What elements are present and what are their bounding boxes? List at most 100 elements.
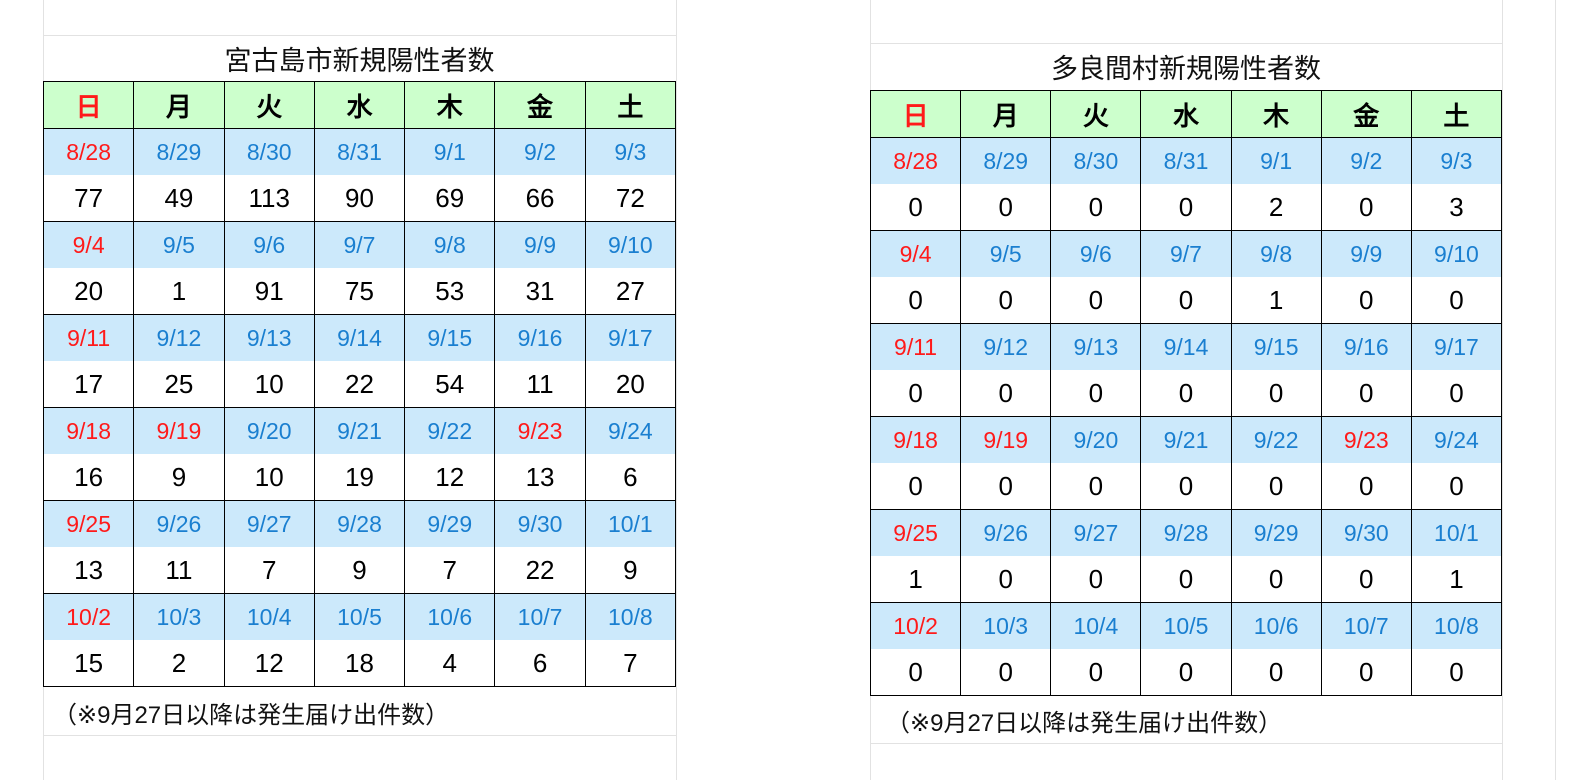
date-cell: 9/4 [42, 221, 135, 268]
count-cell: 0 [960, 370, 1052, 417]
count-cell: 75 [313, 268, 406, 315]
count-cell: 19 [313, 454, 406, 501]
count-cell: 1 [133, 268, 225, 315]
weekday-header-cell: 金 [494, 81, 586, 129]
count-cell: 0 [1230, 463, 1322, 510]
date-cell: 9/4 [869, 230, 962, 277]
count-cell: 17 [42, 361, 135, 408]
count-cell: 0 [1320, 277, 1412, 324]
count-cell: 0 [960, 556, 1052, 603]
count-cell: 7 [584, 640, 677, 687]
count-cell: 2 [1230, 184, 1322, 231]
count-cell: 0 [1410, 463, 1503, 510]
count-cell: 72 [584, 175, 677, 222]
date-cell: 10/4 [1050, 602, 1142, 649]
count-cell: 0 [1050, 463, 1142, 510]
date-cell: 9/1 [404, 128, 496, 175]
count-cell: 0 [960, 649, 1052, 696]
date-cell: 8/31 [1140, 137, 1232, 184]
count-cell: 91 [223, 268, 315, 315]
date-cell: 9/29 [1230, 509, 1322, 556]
count-cell: 90 [313, 175, 406, 222]
count-cell: 27 [584, 268, 677, 315]
count-cell: 66 [494, 175, 586, 222]
miyakojima-calendar-table: 日月火水木金土 8/28 8/29 8/30 8/31 9/1 9/2 9/3 77 49 113 9… [42, 81, 677, 687]
count-cell: 0 [1320, 370, 1412, 417]
date-cell: 8/28 [42, 128, 135, 175]
count-cell: 0 [1410, 277, 1503, 324]
date-cell: 9/10 [584, 221, 677, 268]
count-cell: 10 [223, 361, 315, 408]
count-cell: 0 [1140, 463, 1232, 510]
count-cell: 22 [313, 361, 406, 408]
date-cell: 9/2 [494, 128, 586, 175]
count-cell: 6 [584, 454, 677, 501]
date-cell: 10/2 [869, 602, 962, 649]
date-cell: 9/30 [1320, 509, 1412, 556]
date-cell: 9/22 [1230, 416, 1322, 463]
date-cell: 10/1 [1410, 509, 1503, 556]
date-cell: 9/25 [42, 500, 135, 547]
date-cell: 9/2 [1320, 137, 1412, 184]
count-cell: 49 [133, 175, 225, 222]
date-cell: 8/30 [1050, 137, 1142, 184]
weekday-header-row: 日月火水木金土 [42, 81, 677, 129]
table-title: 宮古島市新規陽性者数 [224, 46, 495, 76]
date-row: 9/18 9/19 9/20 9/21 9/22 9/23 9/24 [42, 407, 677, 454]
weekday-header-cell: 土 [1410, 90, 1503, 138]
date-cell: 8/31 [313, 128, 406, 175]
date-cell: 9/10 [1410, 230, 1503, 277]
count-row: 15 2 12 18 4 6 7 [42, 640, 677, 687]
date-cell: 9/29 [404, 500, 496, 547]
weekday-header-cell: 日 [869, 90, 962, 138]
date-cell: 9/26 [960, 509, 1052, 556]
count-cell: 0 [1140, 277, 1232, 324]
weekday-header-cell: 土 [584, 81, 677, 129]
count-cell: 0 [1050, 277, 1142, 324]
count-cell: 0 [869, 370, 962, 417]
count-cell: 54 [404, 361, 496, 408]
weekday-header-cell: 火 [223, 81, 315, 129]
date-row: 9/11 9/12 9/13 9/14 9/15 9/16 9/17 [42, 314, 677, 361]
count-cell: 7 [404, 547, 496, 594]
date-cell: 9/16 [1320, 323, 1412, 370]
date-cell: 10/4 [223, 593, 315, 640]
count-cell: 0 [1230, 370, 1322, 417]
count-cell: 12 [223, 640, 315, 687]
count-cell: 12 [404, 454, 496, 501]
date-cell: 10/8 [1410, 602, 1503, 649]
count-cell: 25 [133, 361, 225, 408]
count-cell: 0 [1320, 649, 1412, 696]
date-row: 8/28 8/29 8/30 8/31 9/1 9/2 9/3 [42, 128, 677, 175]
date-cell: 9/21 [1140, 416, 1232, 463]
count-cell: 0 [1230, 649, 1322, 696]
date-cell: 9/12 [133, 314, 225, 361]
date-cell: 9/23 [1320, 416, 1412, 463]
count-cell: 1 [1410, 556, 1503, 603]
weekday-header-cell: 火 [1050, 90, 1142, 138]
count-cell: 31 [494, 268, 586, 315]
date-cell: 9/18 [42, 407, 135, 454]
count-cell: 0 [1050, 370, 1142, 417]
count-cell: 7 [223, 547, 315, 594]
date-cell: 9/19 [133, 407, 225, 454]
date-cell: 9/27 [223, 500, 315, 547]
date-row: 10/2 10/3 10/4 10/5 10/6 10/7 10/8 [42, 593, 677, 640]
count-cell: 11 [133, 547, 225, 594]
date-row: 8/28 8/29 8/30 8/31 9/1 9/2 9/3 [869, 137, 1503, 184]
date-cell: 9/6 [223, 221, 315, 268]
date-cell: 9/12 [960, 323, 1052, 370]
count-row: 13 11 7 9 7 22 9 [42, 547, 677, 594]
count-cell: 0 [869, 277, 962, 324]
count-cell: 0 [1140, 370, 1232, 417]
count-cell: 4 [404, 640, 496, 687]
date-cell: 8/29 [960, 137, 1052, 184]
date-cell: 9/19 [960, 416, 1052, 463]
count-cell: 20 [42, 268, 135, 315]
count-cell: 0 [960, 277, 1052, 324]
